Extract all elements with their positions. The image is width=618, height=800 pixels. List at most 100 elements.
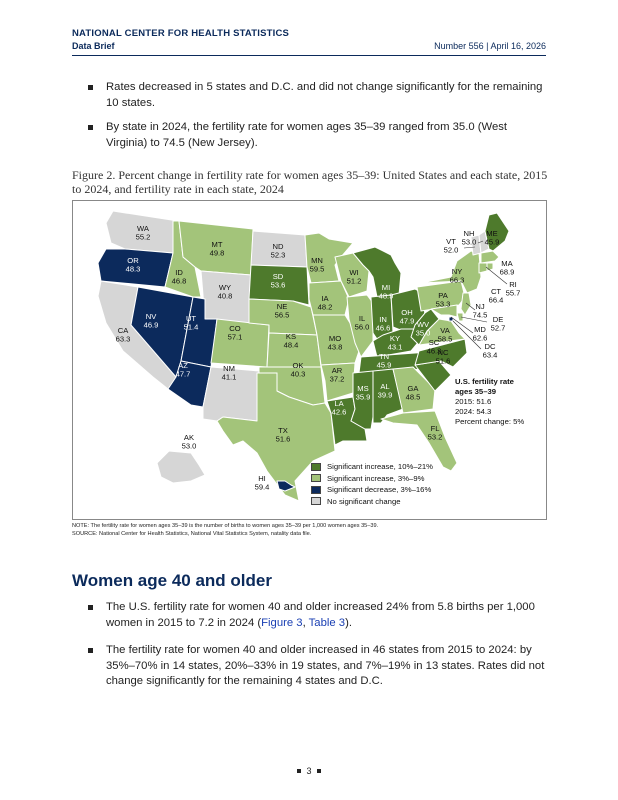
state-rate: 35.0 [416,329,431,338]
label-dc: DC 63.4 [483,342,498,360]
state-me [484,212,510,252]
state-code: WI [349,268,358,277]
us-summary-2015: 2015: 51.6 [455,397,492,406]
label-ky: KY 43.1 [388,334,403,352]
section-heading: Women age 40 and older [72,571,272,590]
label-me: ME 45.9 [485,229,500,247]
state-code: IL [359,314,365,323]
state-nj [460,292,472,316]
label-nv: NV 46.9 [144,312,159,330]
state-hi [276,480,296,492]
state-rate: 39.9 [378,391,393,400]
state-code: OK [293,361,304,370]
state-code: VA [440,326,451,335]
state-code: MD [474,325,486,334]
leader-md [450,316,474,334]
figure-3-link[interactable]: Figure 3 [261,616,303,629]
state-rate: 52.7 [491,324,506,333]
state-rate: 48.4 [284,341,299,350]
state-fl [380,410,458,472]
header-rule [72,55,546,56]
legend-item-no-change: No significant change [311,496,433,508]
state-ar [320,362,356,402]
figure-note: NOTE: The fertility rate for women ages … [72,523,379,529]
state-rate: 53.0 [182,442,197,451]
state-code: MI [382,283,390,292]
label-ok: OK 40.3 [291,361,306,379]
leader-nh [477,240,484,244]
state-code: AZ [178,361,188,370]
table-3-link[interactable]: Table 3 [308,616,346,629]
state-code: CA [118,326,129,335]
state-rate: 46.6 [376,324,391,333]
state-mo [312,314,360,366]
state-rate: 66.3 [450,276,465,285]
state-labels: WA 55.2 OR 48.3 CA 63.3 NV 46.9 ID 46.8 MT 49.… [116,224,521,492]
state-code: IN [379,315,387,324]
legend-label: No significant change [327,496,401,506]
state-rate: 51.2 [347,277,362,286]
state-code: UT [186,314,196,323]
state-ri [486,262,494,272]
page-number-square-left [297,768,302,773]
state-code: NH [464,229,475,238]
state-ak [156,450,206,484]
label-in: IN 46.6 [376,315,391,333]
state-rate: 49.8 [210,249,225,258]
state-code: CT [491,287,501,296]
state-code: MN [311,256,323,265]
state-code: NJ [475,302,484,311]
page-number-value: 3 [306,766,312,776]
state-code: ID [175,268,183,277]
state-wv [410,308,440,346]
state-code: NM [223,364,235,373]
state-rate: 62.6 [473,334,488,343]
figure-title: Figure 2. Percent change in fertility ra… [72,168,548,196]
state-code: MT [212,240,223,249]
state-code: NV [146,312,157,321]
state-ma [480,250,500,264]
state-rate: 48.9 [379,292,394,301]
legend-item-increase: Significant increase, 3%–9% [311,473,433,485]
label-wa: WA 55.2 [136,224,151,242]
label-or: OR 48.3 [126,256,141,274]
state-tx [216,372,336,502]
state-code: SC [429,338,440,347]
state-rate: 43.1 [388,343,403,352]
state-dc [448,316,454,322]
legend-swatch [311,485,321,494]
label-mi: MI 48.9 [379,283,394,301]
label-id: ID 46.8 [172,268,187,286]
label-vt: VT 52.0 [444,237,459,255]
top-bullet-1: Rates decreased in 5 states and D.C. and… [88,80,548,111]
state-rate: 74.5 [473,311,488,320]
state-rate: 59.5 [310,265,325,274]
label-ak: AK 53.0 [182,433,197,451]
state-code: PA [438,291,449,300]
label-de: DE 52.7 [491,315,506,333]
state-code: MO [329,334,341,343]
state-rate: 46.9 [144,321,159,330]
state-rate: 51.4 [184,323,199,332]
state-sd [248,264,310,306]
state-rate: 42.6 [332,408,347,417]
us-summary-title-1: U.S. fertility rate [455,377,514,386]
state-code: VT [446,237,456,246]
us-summary-2024: 2024: 54.3 [455,407,492,416]
label-wy: WY 40.8 [218,283,233,301]
state-rate: 45.9 [485,238,500,247]
label-pa: PA 53.3 [436,291,451,309]
state-rate: 63.4 [483,351,498,360]
legend-item-decrease: Significant decrease, 3%–16% [311,484,433,496]
section-bullet-1: The U.S. fertility rate for women 40 and… [88,600,548,631]
top-bullet-list: Rates decreased in 5 states and D.C. and… [88,80,548,160]
state-code: LA [334,399,344,408]
label-ne: NE 56.5 [275,302,290,320]
state-code: TX [278,426,288,435]
state-rate: 51.6 [276,435,291,444]
state-rate: 66.4 [489,296,504,305]
state-rate: 46.3 [427,347,442,356]
issue-info: Number 556 | April 16, 2026 [434,41,546,51]
state-code: NE [277,302,288,311]
state-code: WA [137,224,150,233]
